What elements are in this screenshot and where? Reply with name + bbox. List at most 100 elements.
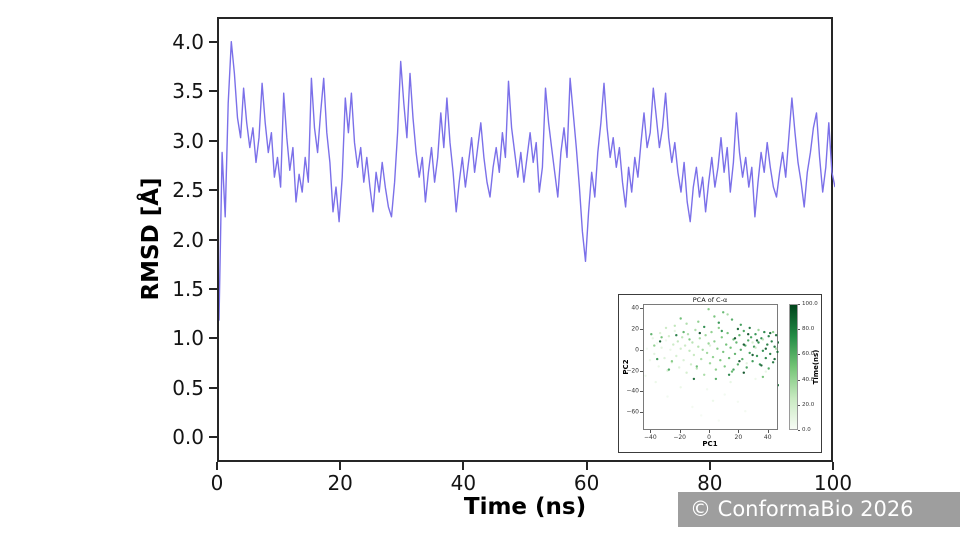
x-tick-label: 60	[573, 471, 600, 495]
scatter-point	[774, 334, 778, 337]
scatter-point	[692, 353, 696, 357]
scatter-point	[720, 336, 723, 339]
scatter-point	[754, 333, 757, 336]
scatter-point	[691, 341, 694, 344]
inset-y-tick	[640, 370, 643, 372]
scatter-point	[670, 360, 674, 363]
scatter-point	[770, 340, 773, 343]
scatter-point	[658, 340, 662, 343]
scatter-point	[711, 399, 715, 402]
y-tick-label: 0.5	[172, 375, 204, 400]
colorbar-tick-label: 60.0	[802, 351, 815, 358]
colorbar-tick-label: 0.0	[802, 427, 811, 433]
scatter-point	[644, 374, 647, 377]
scatter-point	[754, 377, 757, 381]
scatter-point	[664, 339, 668, 342]
scatter-point	[663, 356, 666, 360]
y-tick	[209, 189, 217, 192]
x-axis-label: Time (ns)	[463, 494, 587, 520]
scatter-point	[666, 395, 669, 398]
y-tick	[209, 386, 217, 389]
scatter-point	[691, 405, 694, 409]
x-tick	[585, 462, 588, 470]
scatter-point	[653, 344, 656, 347]
scatter-point	[745, 366, 748, 369]
scatter-point	[692, 377, 696, 381]
scatter-point	[714, 377, 718, 381]
scatter-point	[648, 359, 652, 362]
inset-x-tick	[709, 430, 711, 433]
inset-title: PCA of C-α	[692, 296, 728, 304]
scatter-point	[703, 325, 706, 329]
scatter-point	[675, 334, 678, 337]
rmsd-line-chart	[217, 17, 835, 462]
scatter-point	[713, 340, 716, 343]
scatter-point	[694, 328, 697, 332]
scatter-point	[719, 359, 722, 362]
scatter-point	[732, 368, 735, 371]
scatter-point	[773, 345, 776, 348]
scatter-point	[738, 334, 741, 337]
scatter-point	[707, 342, 710, 345]
inset-y-tick-label: 0	[635, 346, 639, 354]
x-tick-label: 40	[450, 471, 477, 495]
scatter-point	[708, 362, 712, 365]
scatter-point	[707, 308, 710, 311]
rmsd-polyline	[219, 41, 835, 321]
colorbar-tick-label: 20.0	[802, 401, 815, 408]
y-tick	[209, 337, 217, 340]
scatter-point	[769, 331, 772, 335]
y-tick-label: 3.5	[172, 79, 204, 104]
inset-y-tick-label: −40	[626, 387, 639, 395]
scatter-point	[725, 343, 728, 346]
inset-x-axis-label: PC1	[702, 440, 718, 448]
scatter-point	[708, 344, 712, 347]
scatter-point	[744, 410, 747, 413]
scatter-point	[678, 366, 681, 369]
y-tick-label: 3.0	[172, 128, 204, 153]
x-tick-label: 0	[210, 471, 224, 495]
scatter-point	[748, 351, 751, 355]
scatter-point	[767, 367, 770, 370]
scatter-point	[716, 347, 719, 350]
scatter-point	[689, 363, 693, 366]
colorbar-tick	[798, 354, 800, 356]
scatter-point	[748, 326, 751, 330]
scatter-point	[776, 350, 779, 354]
y-tick-label: 1.0	[172, 326, 204, 351]
y-tick	[209, 287, 217, 290]
scatter-point	[751, 341, 754, 344]
scatter-point	[672, 343, 675, 346]
inset-y-tick	[640, 308, 643, 310]
scatter-point	[722, 350, 725, 354]
scatter-point	[688, 338, 691, 341]
x-tick	[339, 462, 342, 470]
scatter-point	[739, 348, 742, 351]
y-tick	[209, 139, 217, 142]
scatter-point	[733, 337, 737, 340]
scatter-point	[726, 331, 729, 335]
x-tick	[708, 462, 711, 470]
scatter-point	[654, 380, 657, 384]
scatter-point	[736, 400, 740, 403]
scatter-point	[667, 335, 671, 338]
inset-x-tick	[650, 430, 652, 433]
scatter-point	[773, 357, 776, 361]
scatter-point	[686, 333, 690, 336]
scatter-point	[736, 363, 740, 366]
scatter-point	[681, 336, 684, 339]
scatter-point	[764, 370, 767, 373]
scatter-point	[656, 342, 659, 345]
scatter-point	[757, 341, 760, 344]
scatter-point	[777, 384, 781, 387]
scatter-point	[650, 333, 653, 336]
scatter-point	[645, 347, 649, 350]
scatter-point	[742, 371, 745, 374]
colorbar-tick-label: 80.0	[802, 326, 815, 333]
scatter-point	[723, 365, 726, 368]
scatter-point	[714, 368, 718, 371]
scatter-point	[729, 380, 732, 384]
scatter-point	[695, 367, 698, 370]
scatter-point	[675, 354, 678, 358]
